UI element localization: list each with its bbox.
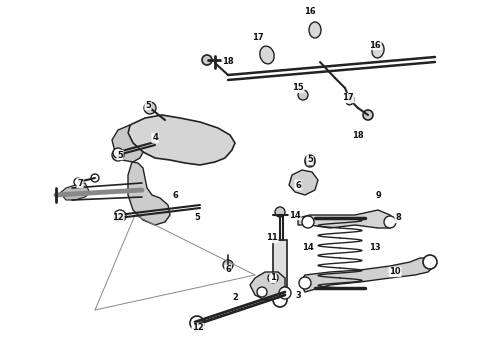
Polygon shape — [128, 115, 235, 165]
Text: 3: 3 — [295, 291, 301, 300]
Polygon shape — [60, 183, 90, 200]
Text: 5: 5 — [194, 213, 200, 222]
Ellipse shape — [372, 42, 384, 58]
Polygon shape — [300, 258, 435, 292]
Text: 16: 16 — [369, 40, 381, 49]
Text: 2: 2 — [232, 293, 238, 302]
Text: 13: 13 — [369, 243, 381, 252]
Text: 15: 15 — [292, 84, 304, 93]
Text: 4: 4 — [152, 134, 158, 143]
Circle shape — [279, 287, 291, 299]
Circle shape — [113, 148, 123, 158]
Text: 6: 6 — [295, 180, 301, 189]
Circle shape — [305, 155, 315, 165]
Text: 9: 9 — [375, 190, 381, 199]
Circle shape — [280, 287, 290, 297]
Text: 14: 14 — [302, 243, 314, 252]
Circle shape — [268, 273, 278, 283]
Ellipse shape — [346, 95, 354, 105]
Text: 7: 7 — [77, 179, 83, 188]
Circle shape — [223, 260, 233, 270]
Text: 5: 5 — [307, 156, 313, 165]
Text: 6: 6 — [172, 190, 178, 199]
Text: 12: 12 — [192, 324, 204, 333]
Circle shape — [305, 157, 315, 167]
Circle shape — [190, 316, 204, 330]
Text: 8: 8 — [395, 213, 401, 222]
Ellipse shape — [309, 22, 321, 38]
Text: 5: 5 — [117, 150, 123, 159]
Polygon shape — [298, 210, 395, 228]
Circle shape — [363, 110, 373, 120]
Text: 18: 18 — [222, 58, 234, 67]
Text: 11: 11 — [266, 234, 278, 243]
Polygon shape — [128, 162, 170, 225]
Ellipse shape — [260, 46, 274, 64]
Text: 12: 12 — [112, 213, 124, 222]
Circle shape — [298, 90, 308, 100]
Circle shape — [114, 210, 126, 222]
Circle shape — [112, 149, 124, 161]
Circle shape — [275, 207, 285, 217]
Polygon shape — [289, 170, 318, 195]
Circle shape — [144, 102, 156, 114]
Circle shape — [302, 216, 314, 228]
Circle shape — [74, 178, 82, 186]
Polygon shape — [250, 272, 285, 300]
Text: 18: 18 — [352, 130, 364, 139]
Circle shape — [257, 287, 267, 297]
FancyBboxPatch shape — [273, 240, 287, 295]
Text: 16: 16 — [304, 8, 316, 17]
Circle shape — [423, 255, 437, 269]
Text: 1: 1 — [270, 274, 276, 283]
Circle shape — [273, 293, 287, 307]
Circle shape — [384, 216, 396, 228]
Circle shape — [91, 174, 99, 182]
Text: 10: 10 — [389, 267, 401, 276]
Text: 17: 17 — [252, 33, 264, 42]
Text: 17: 17 — [342, 94, 354, 103]
Text: 5: 5 — [145, 100, 151, 109]
Text: 6: 6 — [225, 266, 231, 274]
Polygon shape — [112, 125, 143, 162]
Circle shape — [202, 55, 212, 65]
Text: 14: 14 — [289, 211, 301, 220]
Circle shape — [299, 277, 311, 289]
